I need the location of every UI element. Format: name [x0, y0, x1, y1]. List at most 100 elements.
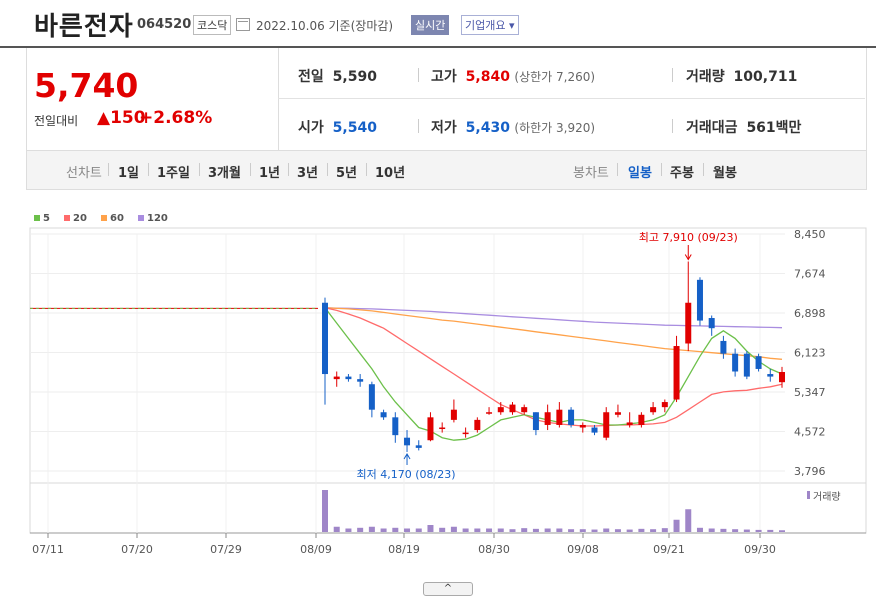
legend-swatch — [138, 215, 144, 221]
volume-bar — [638, 528, 645, 532]
y-tick-label: 4,572 — [794, 425, 826, 438]
candle — [685, 261, 692, 352]
candle — [568, 407, 575, 428]
candle — [380, 409, 387, 420]
x-tick-label: 09/08 — [567, 543, 599, 556]
low-annotation: 최저 4,170 (08/23) — [357, 468, 456, 481]
separator — [661, 163, 662, 176]
candle — [720, 335, 727, 359]
candle-body — [556, 409, 563, 425]
tab-weekly[interactable]: 주봉 — [670, 166, 694, 181]
separator — [327, 163, 328, 176]
candle — [650, 402, 657, 415]
x-tick-label: 09/21 — [653, 543, 685, 556]
tab-1d[interactable]: 1일 — [118, 166, 140, 181]
candle — [357, 374, 364, 387]
candle — [486, 407, 493, 415]
candle — [544, 404, 551, 431]
candle — [673, 335, 680, 403]
tab-10y[interactable]: 10년 — [375, 166, 406, 181]
candle-body — [696, 279, 703, 321]
legend-ma5: 5 — [34, 213, 50, 224]
candle — [345, 374, 352, 382]
candle-body — [474, 419, 481, 431]
candle-body — [544, 412, 551, 425]
market-badge: 코스닥 — [193, 15, 232, 35]
volume-legend-swatch — [807, 491, 810, 499]
candle-body — [767, 374, 774, 377]
volume-bar — [720, 528, 727, 532]
candle — [591, 424, 598, 436]
legend-ma20: 20 — [64, 213, 87, 224]
separator — [672, 68, 673, 82]
candle-body — [673, 346, 680, 400]
legend-swatch — [64, 215, 70, 221]
volume-bar — [544, 528, 551, 532]
candle-body — [755, 356, 762, 369]
y-tick-label: 8,450 — [794, 228, 826, 241]
volume-bar — [579, 529, 586, 532]
separator — [288, 163, 289, 176]
candle — [427, 412, 434, 442]
candle — [603, 407, 610, 441]
company-overview-button[interactable]: 기업개요 ▾ — [461, 15, 519, 35]
separator — [672, 119, 673, 133]
candle — [732, 348, 739, 377]
volume-bar — [509, 529, 516, 532]
divider — [278, 48, 279, 150]
candle-body — [322, 302, 328, 375]
tab-1y[interactable]: 1년 — [259, 166, 281, 181]
x-tick-label: 08/30 — [478, 543, 510, 556]
divider — [278, 98, 865, 99]
candle — [696, 277, 703, 326]
tab-daily[interactable]: 일봉 — [628, 166, 652, 181]
x-tick-label: 09/30 — [744, 543, 776, 556]
candle — [333, 371, 340, 387]
high-price: 고가 5,840 (상한가 7,260) — [431, 69, 596, 85]
tab-3m[interactable]: 3개월 — [208, 166, 241, 181]
tab-3y[interactable]: 3년 — [297, 166, 319, 181]
candle-body — [661, 402, 668, 408]
volume-bar — [333, 526, 340, 532]
high-arrow-head — [684, 254, 692, 261]
candle — [439, 422, 446, 433]
change-percent: +2.68% — [139, 108, 213, 128]
tab-monthly[interactable]: 월봉 — [713, 166, 737, 181]
tab-1w[interactable]: 1주일 — [157, 166, 190, 181]
candle-body — [579, 424, 586, 428]
candle-body — [779, 372, 785, 383]
candle — [322, 297, 328, 405]
candle-body — [603, 412, 610, 438]
stock-code: 064520 — [137, 17, 192, 32]
separator — [199, 163, 200, 176]
separator — [617, 163, 618, 176]
chart-toolbar — [26, 150, 867, 190]
candle-body — [521, 407, 528, 413]
candle-body — [650, 407, 657, 413]
volume-bar — [685, 509, 692, 532]
separator — [703, 163, 704, 176]
volume-legend-label: 거래량 — [813, 491, 841, 503]
collapse-button[interactable]: ^ — [423, 582, 473, 596]
ma60-line — [324, 307, 783, 360]
volume-bar — [392, 527, 399, 532]
candle — [474, 417, 481, 433]
header — [0, 0, 876, 48]
volume-bar — [322, 490, 328, 532]
candle — [368, 381, 375, 418]
volume-bar — [568, 529, 575, 532]
candle-body — [638, 414, 645, 425]
volume-bar — [743, 529, 750, 532]
calendar-icon — [236, 18, 250, 31]
candle — [497, 402, 504, 415]
separator — [418, 119, 419, 133]
candle-body — [404, 437, 411, 446]
tab-5y[interactable]: 5년 — [336, 166, 358, 181]
volume-bar — [486, 528, 493, 532]
candle-body — [509, 404, 516, 413]
candle — [462, 427, 469, 438]
volume-bar — [368, 526, 375, 532]
realtime-button[interactable]: 실시간 — [411, 15, 450, 35]
stock-name: 바른전자 — [34, 12, 134, 42]
